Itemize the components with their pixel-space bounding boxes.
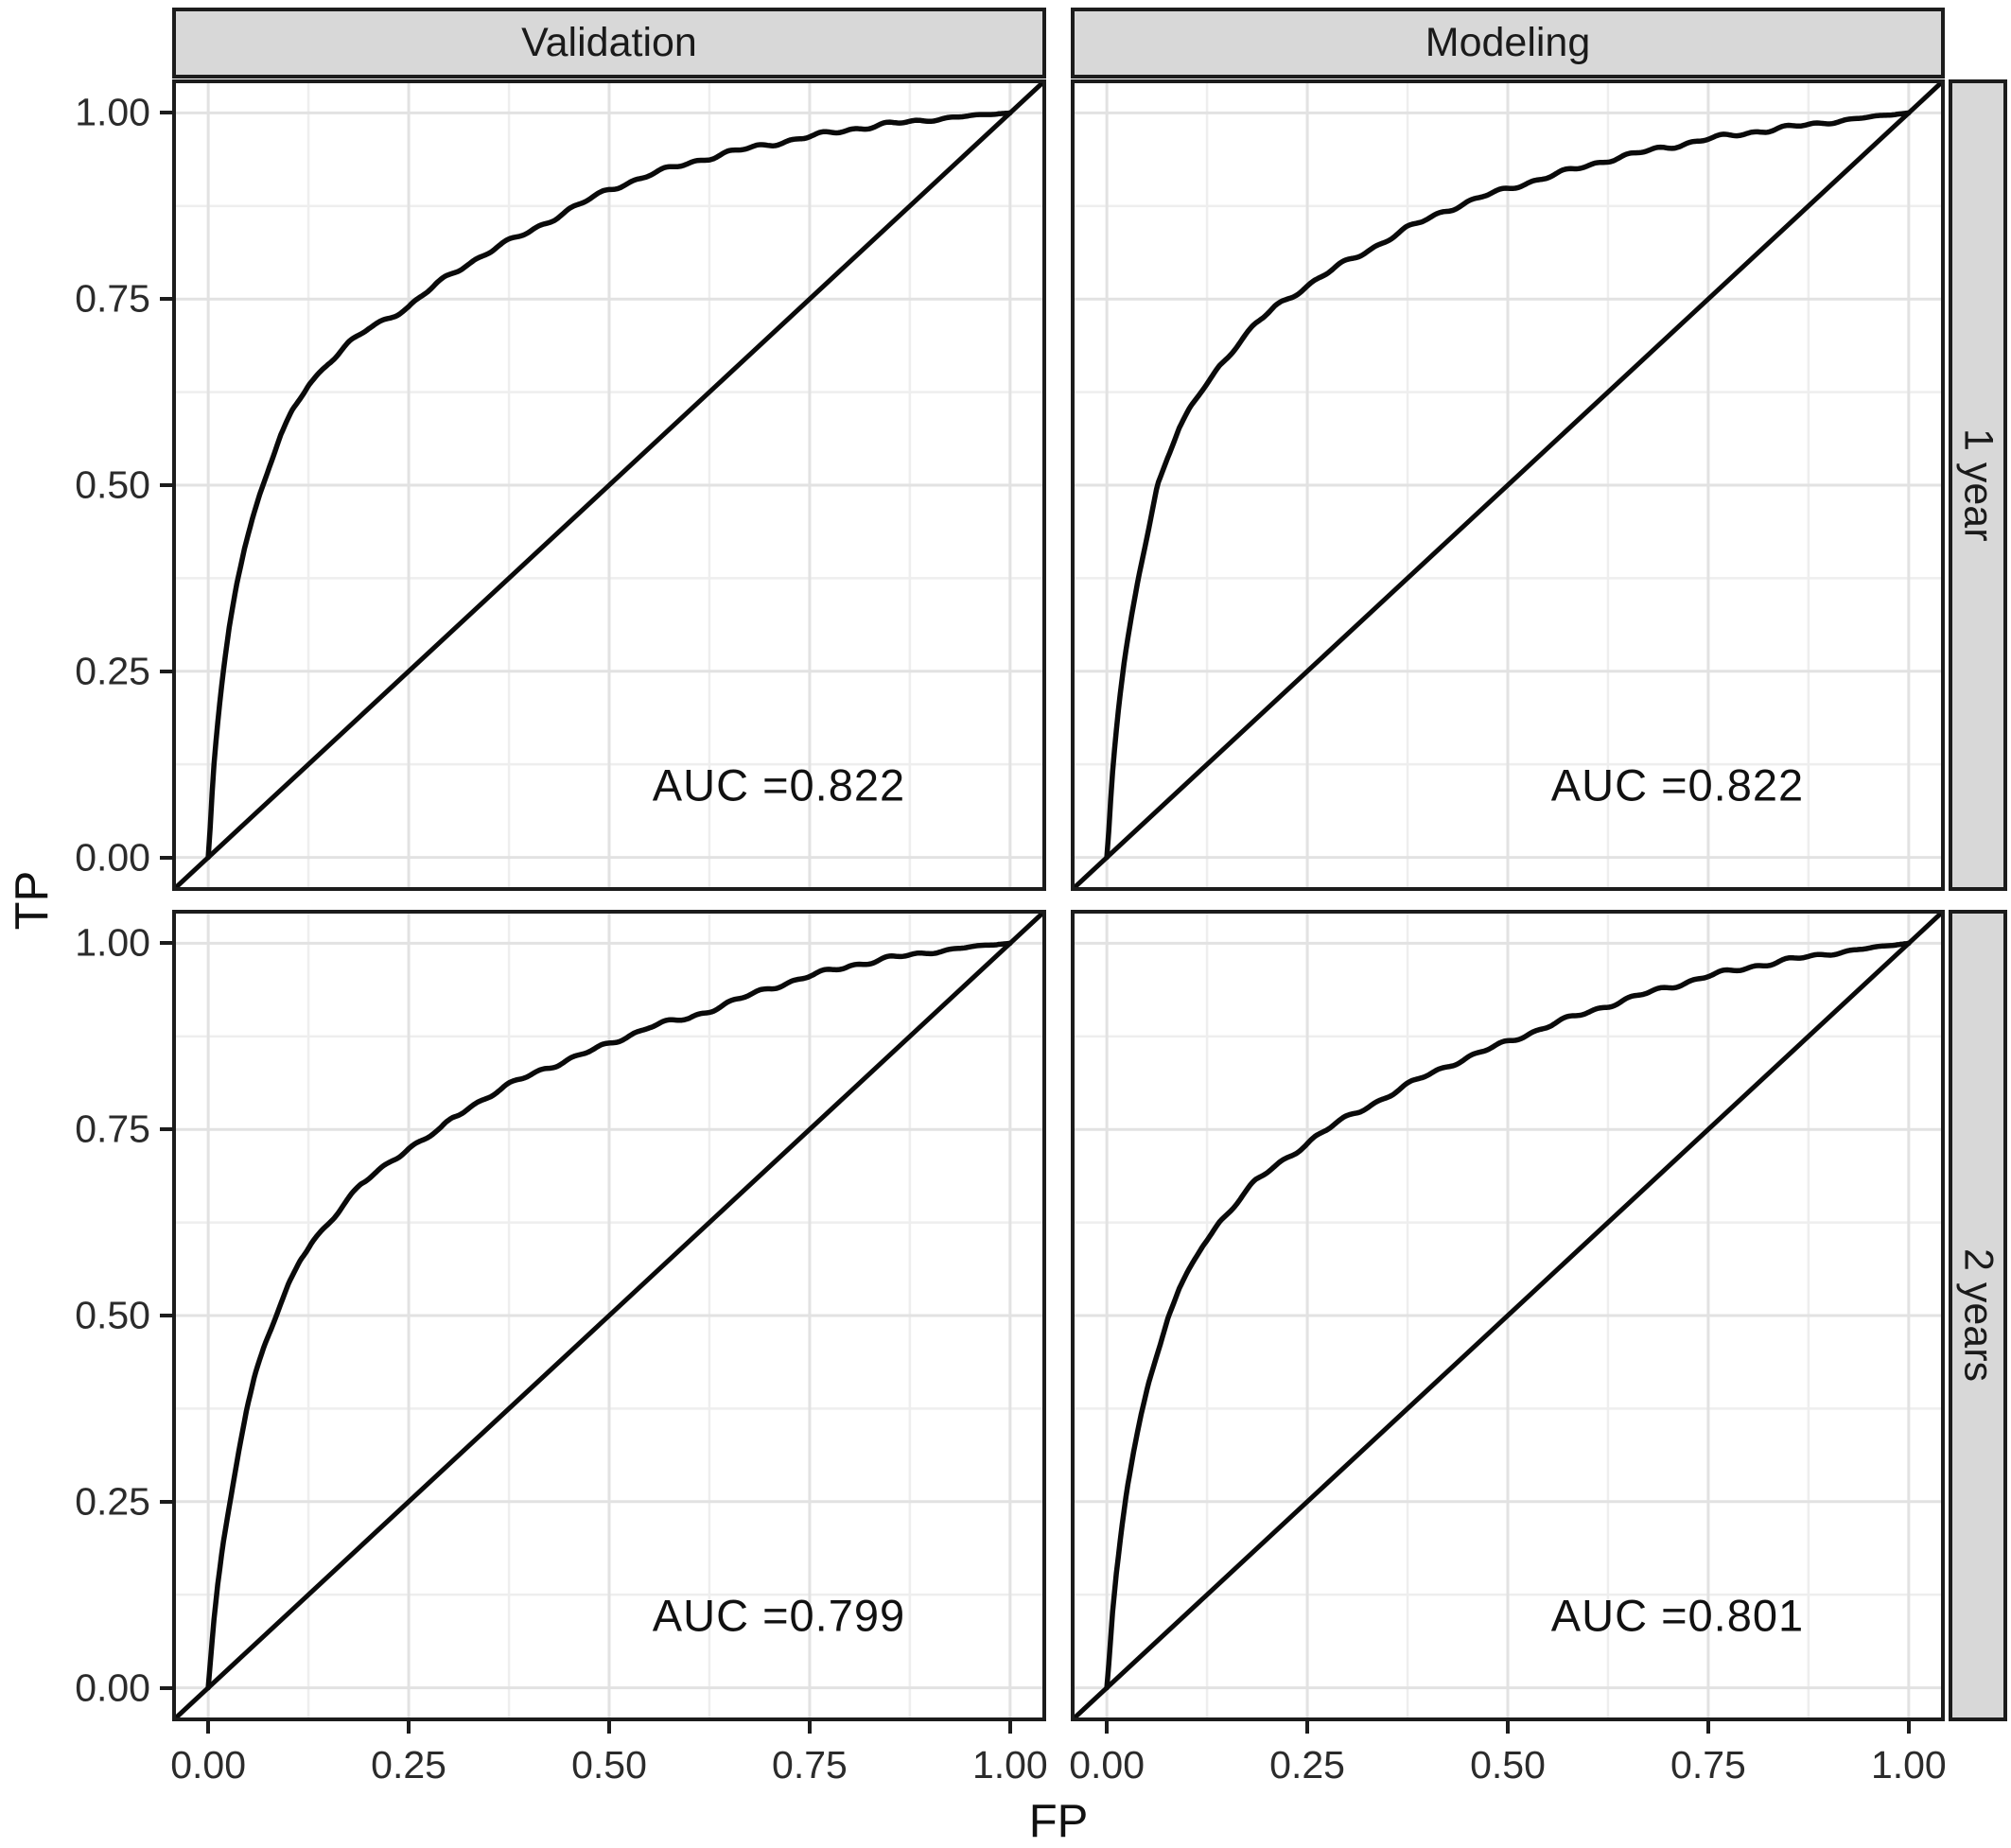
y-axis-title: TP [7, 870, 58, 931]
facet-strip-2-years-label: 2 years [1955, 1248, 2002, 1383]
x-tick-mark [807, 1721, 812, 1734]
y-tick-mark [160, 297, 172, 302]
x-tick-label: 0.75 [1670, 1743, 1746, 1787]
y-tick-mark [160, 669, 172, 673]
y-tick-mark [160, 1127, 172, 1132]
y-tick-label: 0.75 [75, 1107, 150, 1151]
facet-strip-2-years: 2 years [1949, 910, 2007, 1721]
y-tick-label: 0.00 [75, 835, 150, 880]
x-tick-label: 0.25 [1269, 1743, 1345, 1787]
panel-modeling-2-years: AUC =0.801 [1071, 910, 1945, 1721]
x-tick-mark [607, 1721, 611, 1734]
x-axis-title: FP [1028, 1796, 1089, 1847]
facet-strip-1-year-label: 1 year [1955, 428, 2002, 542]
x-tick-label: 0.50 [1470, 1743, 1546, 1787]
x-tick-mark [1105, 1721, 1110, 1734]
facet-strip-validation: Validation [172, 8, 1046, 78]
facet-strip-1-year: 1 year [1949, 79, 2007, 891]
facet-strip-modeling: Modeling [1071, 8, 1945, 78]
x-tick-mark [206, 1721, 211, 1734]
y-tick-label: 1.00 [75, 90, 150, 134]
roc-plot-validation-1-year [176, 83, 1042, 887]
roc-plot-modeling-1-year [1075, 83, 1941, 887]
auc-annotation: AUC =0.822 [1550, 759, 1805, 810]
x-tick-label: 0.75 [772, 1743, 848, 1787]
auc-annotation: AUC =0.801 [1550, 1590, 1805, 1640]
roc-plot-validation-2-years [176, 914, 1042, 1717]
x-tick-label: 0.00 [1069, 1743, 1145, 1787]
facet-strip-validation-label: Validation [521, 20, 697, 65]
y-tick-label: 0.50 [75, 1293, 150, 1337]
facet-strip-modeling-label: Modeling [1425, 20, 1591, 65]
x-tick-label: 0.00 [170, 1743, 247, 1787]
y-tick-mark [160, 483, 172, 487]
x-tick-mark [1007, 1721, 1012, 1734]
x-tick-mark [1705, 1721, 1710, 1734]
x-tick-label: 1.00 [1870, 1743, 1947, 1787]
y-tick-label: 0.50 [75, 462, 150, 507]
y-tick-label: 0.25 [75, 1479, 150, 1524]
y-tick-mark [160, 111, 172, 115]
y-tick-label: 1.00 [75, 920, 150, 965]
y-tick-mark [160, 1499, 172, 1504]
x-tick-label: 0.25 [371, 1743, 446, 1787]
auc-annotation: AUC =0.822 [652, 759, 906, 810]
panel-validation-1-year: AUC =0.822 [172, 79, 1046, 891]
y-tick-mark [160, 855, 172, 860]
y-tick-mark [160, 941, 172, 946]
panel-validation-2-years: AUC =0.799 [172, 910, 1046, 1721]
auc-annotation: AUC =0.799 [652, 1590, 906, 1640]
x-tick-mark [1506, 1721, 1510, 1734]
y-tick-label: 0.25 [75, 649, 150, 693]
y-tick-label: 0.00 [75, 1665, 150, 1710]
x-tick-mark [407, 1721, 411, 1734]
panel-modeling-1-year: AUC =0.822 [1071, 79, 1945, 891]
roc-plot-modeling-2-years [1075, 914, 1941, 1717]
y-tick-label: 0.75 [75, 276, 150, 321]
y-tick-mark [160, 1314, 172, 1317]
x-tick-label: 0.50 [571, 1743, 647, 1787]
y-tick-mark [160, 1685, 172, 1690]
x-tick-mark [1305, 1721, 1310, 1734]
x-tick-label: 1.00 [971, 1743, 1048, 1787]
x-tick-mark [1906, 1721, 1911, 1734]
